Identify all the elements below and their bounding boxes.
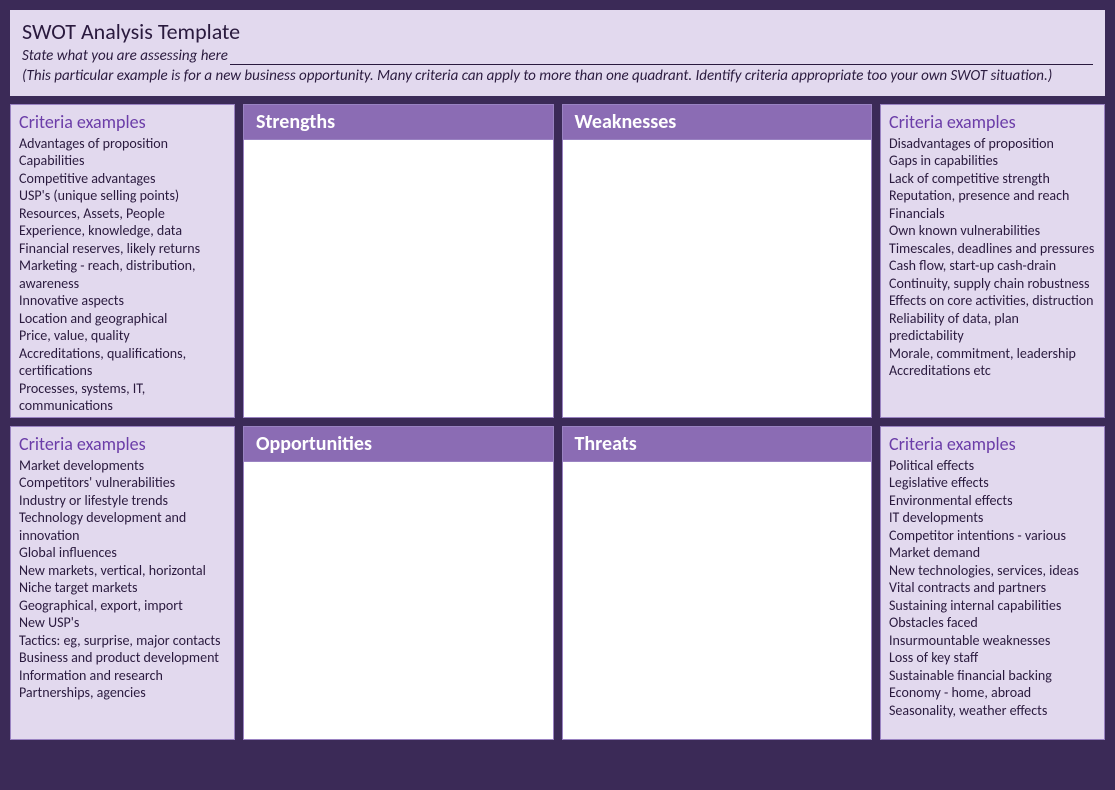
quadrant-header-weaknesses: Weaknesses — [563, 105, 872, 140]
criteria-item: Tactics: eg, surprise, major contacts — [19, 632, 226, 650]
subtitle-row: State what you are assessing here — [22, 47, 1093, 65]
criteria-item: Financials — [889, 205, 1096, 223]
criteria-heading: Criteria examples — [889, 111, 1096, 133]
criteria-item: Competitor intentions - various — [889, 527, 1096, 545]
quadrant-strengths: Strengths — [243, 104, 554, 418]
subtitle-underline — [230, 47, 1093, 65]
criteria-item: New USP's — [19, 614, 226, 632]
criteria-list-weaknesses: Disadvantages of propositionGaps in capa… — [889, 135, 1096, 380]
criteria-item: Own known vulnerabilities — [889, 222, 1096, 240]
criteria-weaknesses: Criteria examples Disadvantages of propo… — [880, 104, 1105, 418]
criteria-item: New markets, vertical, horizontal — [19, 562, 226, 580]
criteria-list-strengths: Advantages of propositionCapabilitiesCom… — [19, 135, 226, 415]
criteria-item: Obstacles faced — [889, 614, 1096, 632]
criteria-item: USP's (unique selling points) — [19, 187, 226, 205]
criteria-item: Technology development and innovation — [19, 509, 226, 544]
criteria-item: Vital contracts and partners — [889, 579, 1096, 597]
criteria-item: Morale, commitment, leadership — [889, 345, 1096, 363]
quadrant-opportunities: Opportunities — [243, 426, 554, 740]
criteria-item: Reputation, presence and reach — [889, 187, 1096, 205]
header-note: (This particular example is for a new bu… — [22, 67, 1093, 86]
criteria-item: Gaps in capabilities — [889, 152, 1096, 170]
criteria-item: Advantages of proposition — [19, 135, 226, 153]
swot-grid: Criteria examples Advantages of proposit… — [10, 104, 1105, 740]
criteria-item: Effects on core activities, distruction — [889, 292, 1096, 310]
criteria-item: Lack of competitive strength — [889, 170, 1096, 188]
quadrant-header-strengths: Strengths — [244, 105, 553, 140]
header-panel: SWOT Analysis Template State what you ar… — [10, 10, 1105, 96]
criteria-item: New technologies, services, ideas — [889, 562, 1096, 580]
criteria-item: Price, value, quality — [19, 327, 226, 345]
criteria-item: Capabilities — [19, 152, 226, 170]
criteria-item: Environmental effects — [889, 492, 1096, 510]
criteria-opportunities: Criteria examples Market developmentsCom… — [10, 426, 235, 740]
criteria-item: Loss of key staff — [889, 649, 1096, 667]
criteria-heading: Criteria examples — [889, 433, 1096, 455]
criteria-item: Information and research — [19, 667, 226, 685]
criteria-item: Experience, knowledge, data — [19, 222, 226, 240]
criteria-item: IT developments — [889, 509, 1096, 527]
criteria-item: Business and product development — [19, 649, 226, 667]
criteria-item: Partnerships, agencies — [19, 684, 226, 702]
criteria-item: Political effects — [889, 457, 1096, 475]
criteria-item: Resources, Assets, People — [19, 205, 226, 223]
criteria-item: Location and geographical — [19, 310, 226, 328]
criteria-threats: Criteria examples Political effectsLegis… — [880, 426, 1105, 740]
criteria-item: Seasonality, weather effects — [889, 702, 1096, 720]
criteria-item: Cash flow, start-up cash-drain — [889, 257, 1096, 275]
quadrant-body-strengths — [244, 140, 553, 417]
subtitle-text: State what you are assessing here — [22, 47, 228, 65]
criteria-item: Competitive advantages — [19, 170, 226, 188]
quadrant-threats: Threats — [562, 426, 873, 740]
criteria-item: Accreditations etc — [889, 362, 1096, 380]
criteria-item: Innovative aspects — [19, 292, 226, 310]
criteria-item: Legislative effects — [889, 474, 1096, 492]
quadrant-header-threats: Threats — [563, 427, 872, 462]
criteria-item: Competitors' vulnerabilities — [19, 474, 226, 492]
page-title: SWOT Analysis Template — [22, 18, 1093, 45]
criteria-item: Reliability of data, plan predictability — [889, 310, 1096, 345]
criteria-item: Market demand — [889, 544, 1096, 562]
criteria-item: Insurmountable weaknesses — [889, 632, 1096, 650]
criteria-list-opportunities: Market developmentsCompetitors' vulnerab… — [19, 457, 226, 702]
quadrant-weaknesses: Weaknesses — [562, 104, 873, 418]
criteria-item: Niche target markets — [19, 579, 226, 597]
criteria-item: Sustaining internal capabilities — [889, 597, 1096, 615]
quadrant-header-opportunities: Opportunities — [244, 427, 553, 462]
criteria-item: Disadvantages of proposition — [889, 135, 1096, 153]
criteria-item: Timescales, deadlines and pressures — [889, 240, 1096, 258]
criteria-list-threats: Political effectsLegislative effectsEnvi… — [889, 457, 1096, 720]
criteria-item: Market developments — [19, 457, 226, 475]
criteria-strengths: Criteria examples Advantages of proposit… — [10, 104, 235, 418]
criteria-item: Processes, systems, IT, communications — [19, 380, 226, 415]
quadrant-body-threats — [563, 462, 872, 739]
criteria-item: Industry or lifestyle trends — [19, 492, 226, 510]
criteria-heading: Criteria examples — [19, 433, 226, 455]
criteria-item: Continuity, supply chain robustness — [889, 275, 1096, 293]
criteria-item: Economy - home, abroad — [889, 684, 1096, 702]
criteria-item: Marketing - reach, distribution, awarene… — [19, 257, 226, 292]
quadrant-body-weaknesses — [563, 140, 872, 417]
criteria-heading: Criteria examples — [19, 111, 226, 133]
criteria-item: Sustainable financial backing — [889, 667, 1096, 685]
criteria-item: Geographical, export, import — [19, 597, 226, 615]
criteria-item: Financial reserves, likely returns — [19, 240, 226, 258]
criteria-item: Global influences — [19, 544, 226, 562]
criteria-item: Accreditations, qualifications, certific… — [19, 345, 226, 380]
quadrant-body-opportunities — [244, 462, 553, 739]
